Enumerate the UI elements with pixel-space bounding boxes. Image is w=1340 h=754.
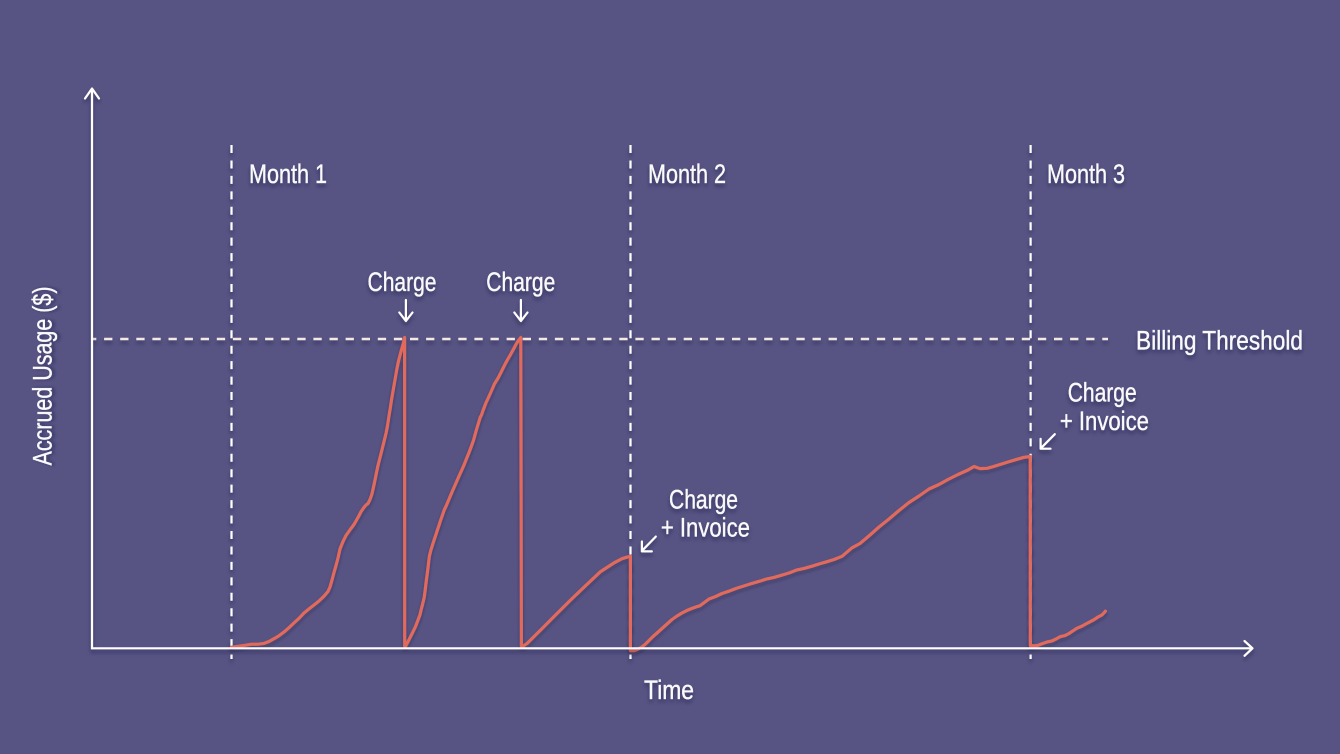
svg-text:Charge: Charge	[669, 485, 738, 515]
svg-text:Charge: Charge	[368, 267, 437, 297]
svg-text:+ Invoice: + Invoice	[1060, 406, 1149, 436]
svg-text:Month 3: Month 3	[1047, 159, 1125, 189]
svg-text:+ Invoice: + Invoice	[661, 513, 750, 543]
svg-text:Billing Threshold: Billing Threshold	[1136, 326, 1303, 356]
svg-text:Charge: Charge	[1068, 378, 1137, 408]
svg-text:Charge: Charge	[486, 267, 555, 297]
svg-text:Month 2: Month 2	[648, 159, 726, 189]
svg-text:Time: Time	[644, 675, 694, 705]
svg-text:Month 1: Month 1	[249, 159, 327, 189]
svg-text:Accrued Usage ($): Accrued Usage ($)	[28, 287, 58, 466]
